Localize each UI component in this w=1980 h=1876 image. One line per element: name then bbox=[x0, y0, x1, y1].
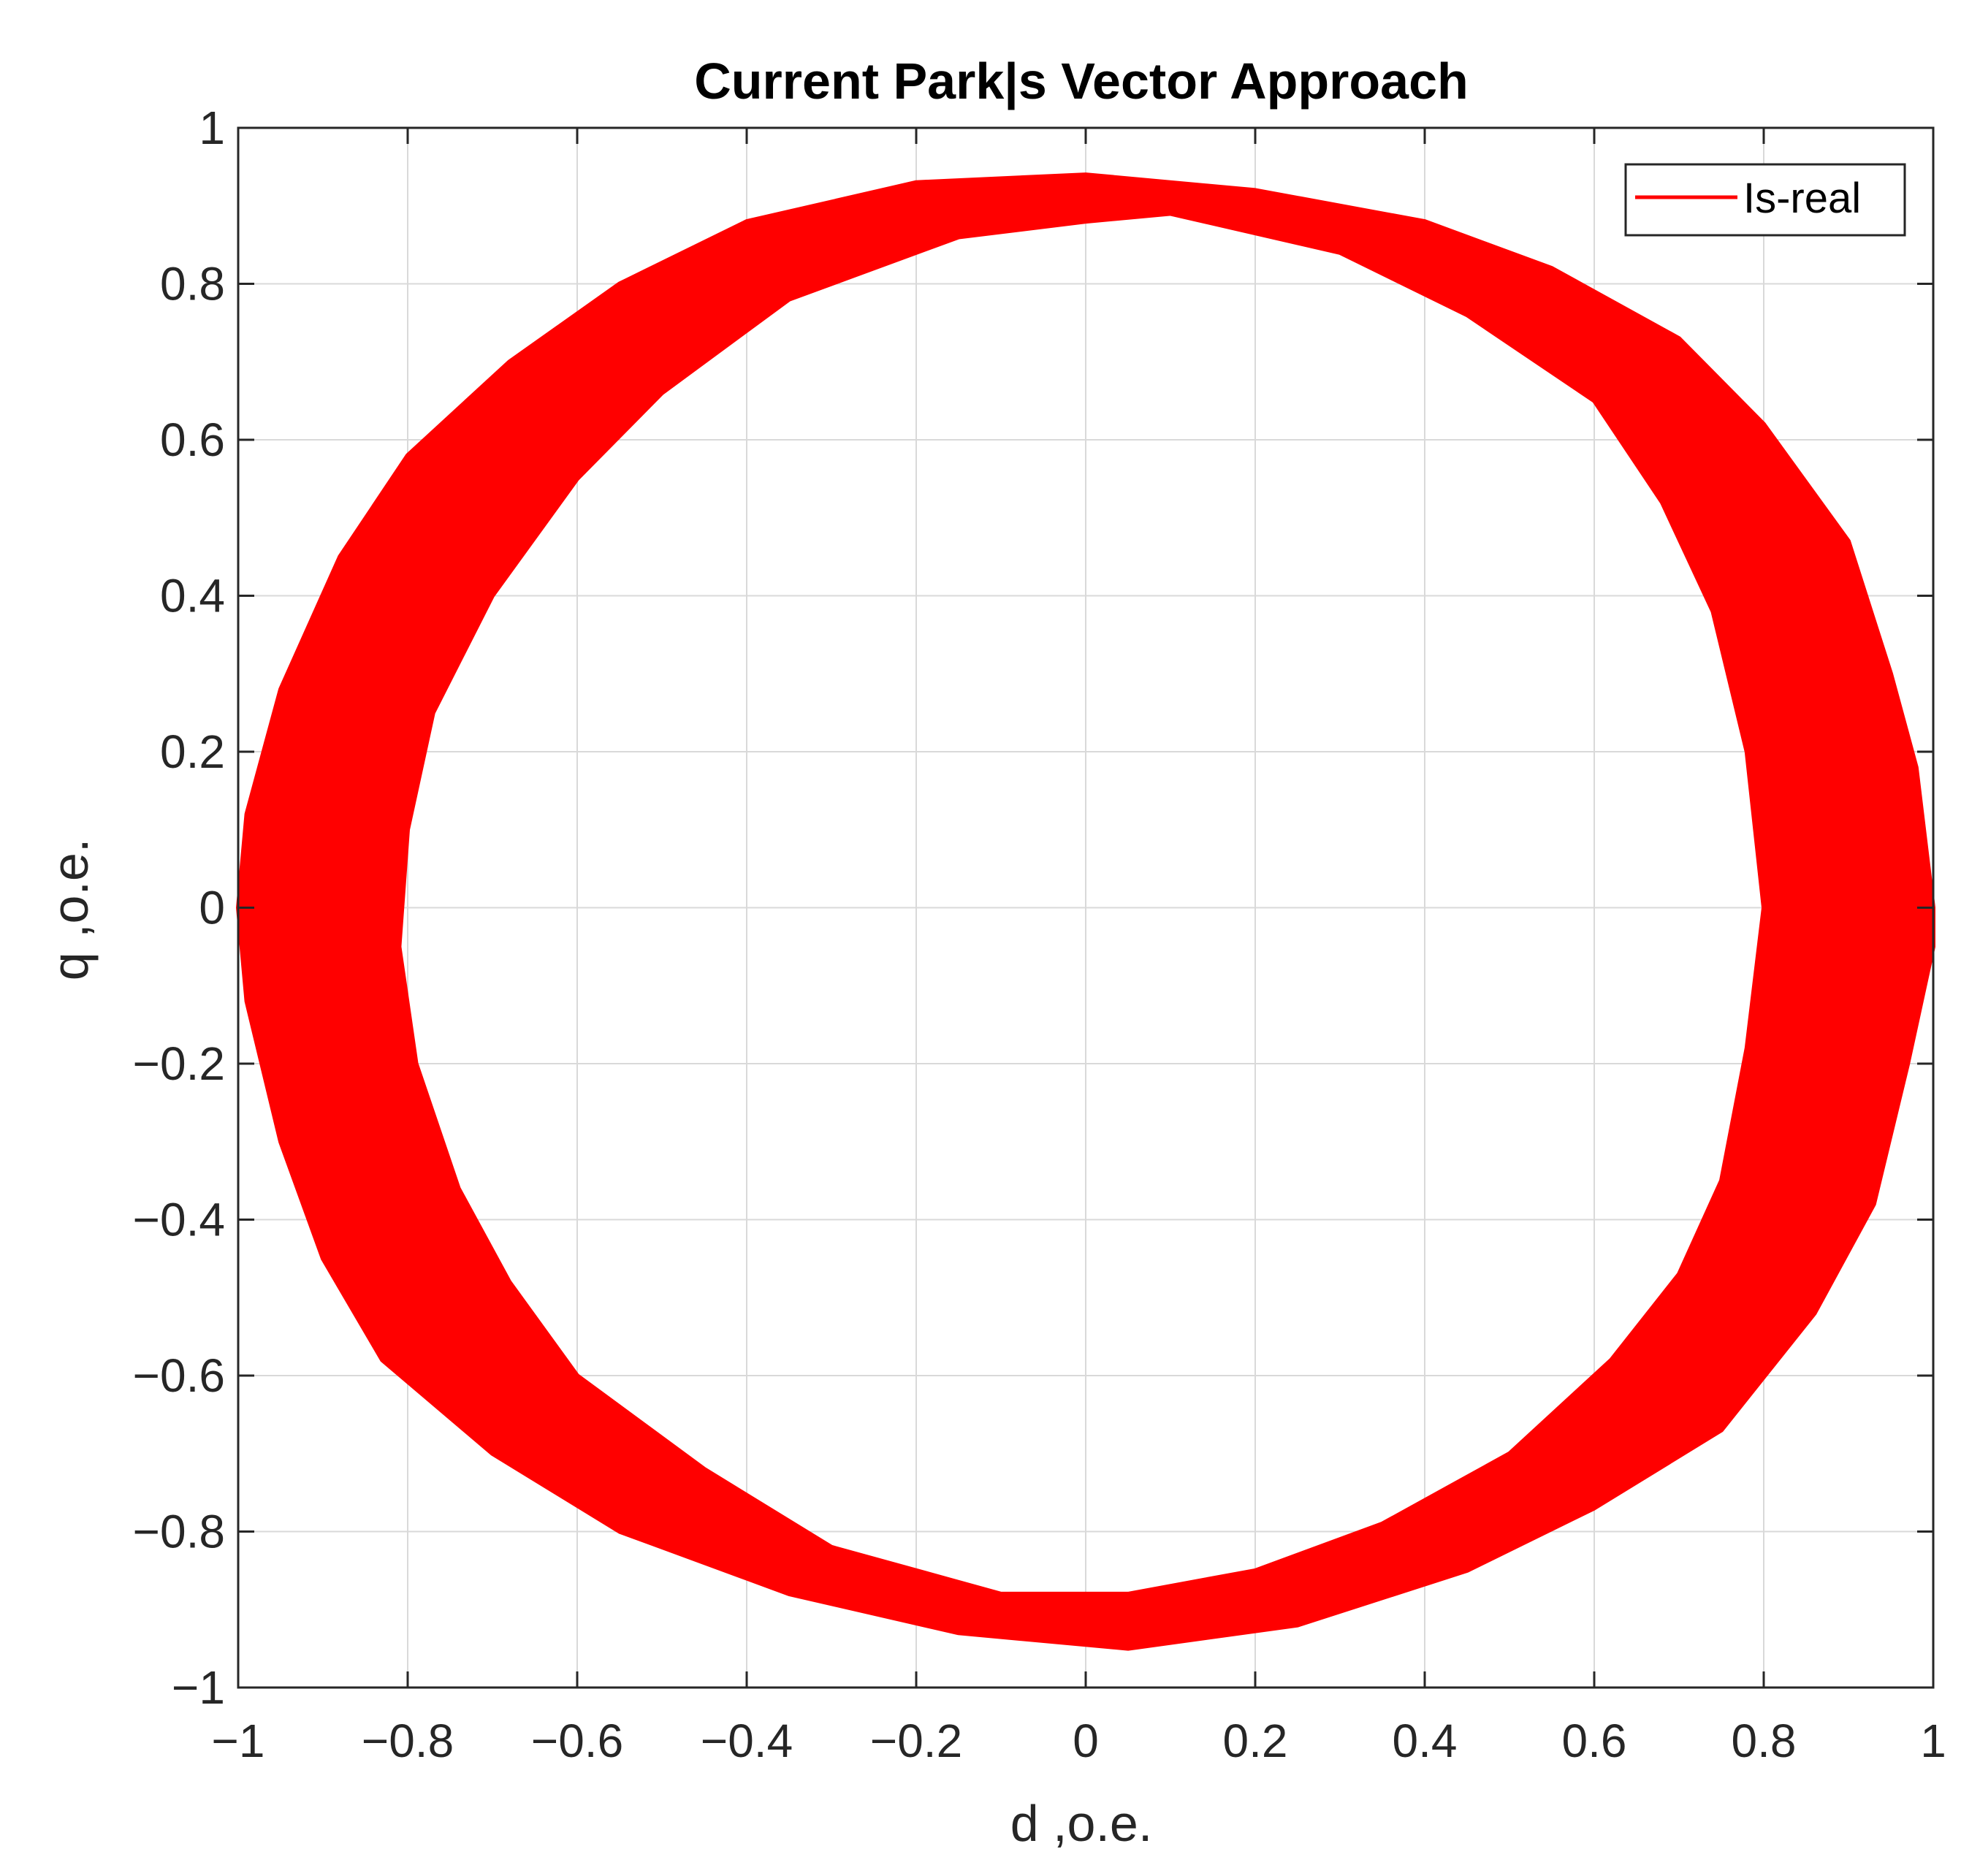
y-tick-label: −0.2 bbox=[133, 1037, 225, 1090]
tick-marks bbox=[237, 126, 1935, 1689]
x-tick-label: 0.4 bbox=[1393, 1715, 1458, 1767]
y-axis-label: q ,o.e. bbox=[42, 839, 99, 981]
y-tick-label: 0.4 bbox=[160, 570, 225, 622]
y-tick-label: 0.6 bbox=[160, 413, 225, 466]
y-tick-label: 0.2 bbox=[160, 725, 225, 778]
y-tick-label: 1 bbox=[199, 102, 225, 154]
x-tick-label: 0.2 bbox=[1223, 1715, 1288, 1767]
x-tick-label: 0.6 bbox=[1562, 1715, 1627, 1767]
y-tick-label: −0.6 bbox=[133, 1349, 225, 1402]
x-tick-label: −1 bbox=[212, 1715, 265, 1767]
legend-box bbox=[1624, 163, 1906, 237]
y-tick-label: 0.8 bbox=[160, 258, 225, 310]
x-tick-label: 1 bbox=[1920, 1715, 1946, 1767]
x-axis-label: d ,o.e. bbox=[1010, 1795, 1153, 1852]
y-tick-label: 0 bbox=[199, 882, 225, 934]
y-tick-label: −0.8 bbox=[133, 1506, 225, 1558]
x-tick-label: 0.8 bbox=[1732, 1715, 1797, 1767]
x-tick-label: −0.4 bbox=[701, 1715, 793, 1767]
legend-label-is-real: Is-real bbox=[1743, 175, 1861, 222]
chart-title: Current Park|s Vector Approach bbox=[694, 53, 1469, 110]
y-tick-labels: −1 −0.8 −0.6 −0.4 −0.2 0 0.2 0.4 0.6 0.8 1 bbox=[133, 102, 225, 1714]
x-tick-label: −0.2 bbox=[870, 1715, 962, 1767]
legend: Is-real bbox=[1624, 163, 1906, 237]
x-tick-label: 0 bbox=[1073, 1715, 1099, 1767]
x-tick-label: −0.8 bbox=[362, 1715, 454, 1767]
x-tick-labels: −1 −0.8 −0.6 −0.4 −0.2 0 0.2 0.4 0.6 0.8 1 bbox=[212, 1715, 1946, 1767]
y-tick-label: −1 bbox=[172, 1661, 225, 1714]
y-tick-label: −0.4 bbox=[133, 1194, 225, 1246]
x-tick-label: −0.6 bbox=[531, 1715, 623, 1767]
